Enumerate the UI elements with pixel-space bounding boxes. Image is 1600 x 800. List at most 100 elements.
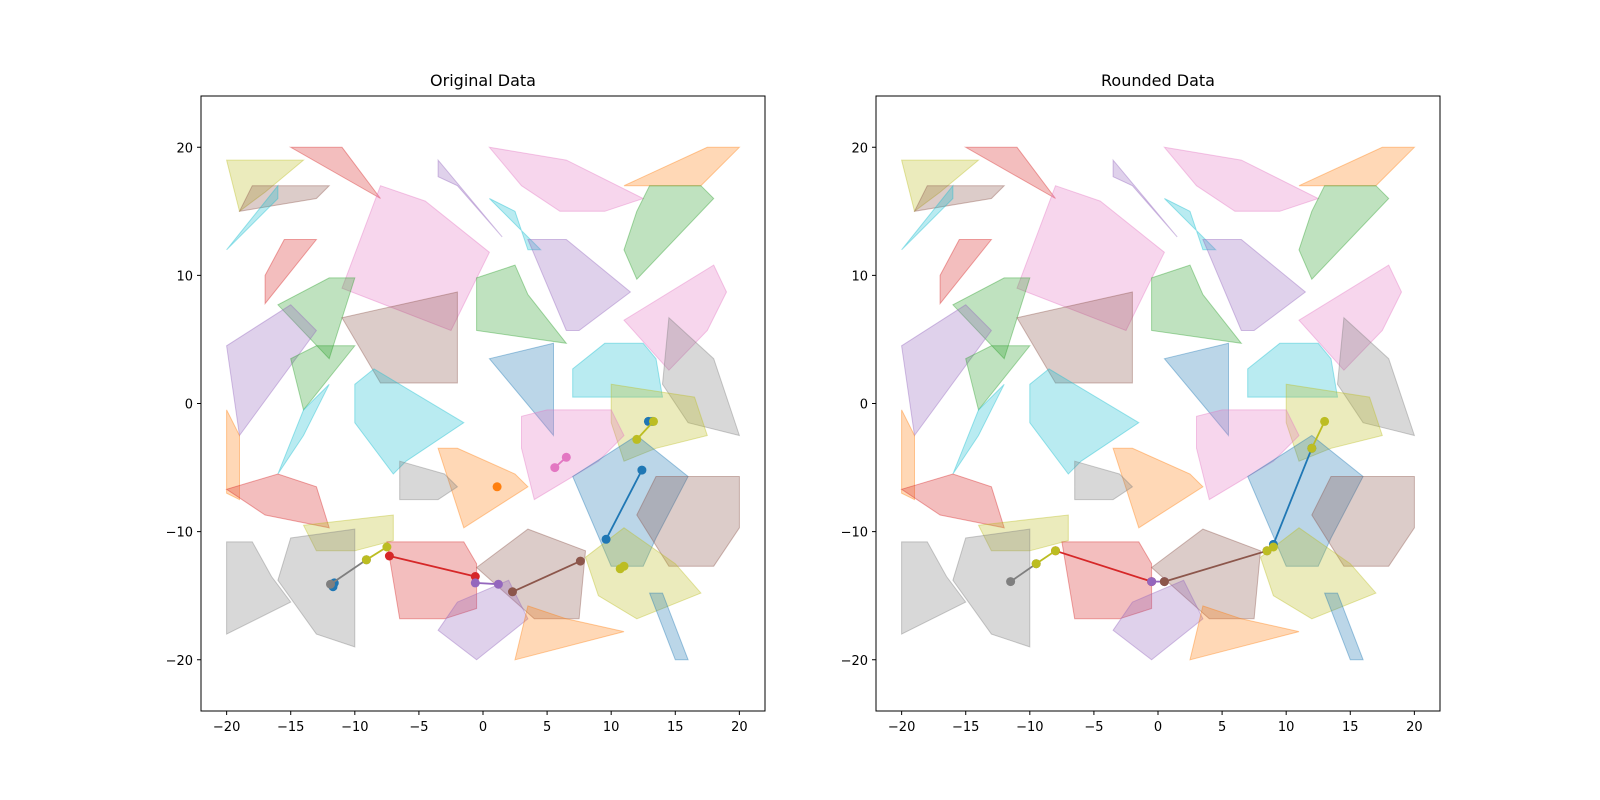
panel-original: −20 −15 −10 −5 0 5 10 15 20 −20 −10 0 10 20 Original …	[166, 71, 766, 735]
polygon-7	[1298, 146, 1416, 187]
polygon-19	[1247, 342, 1339, 398]
polygon-9	[1164, 198, 1217, 251]
polygon-3	[226, 184, 279, 251]
path-point-11-1	[649, 416, 658, 426]
path-line-0	[1272, 447, 1313, 545]
polygon-9	[489, 198, 542, 251]
path-point-6-1	[1268, 542, 1278, 552]
path-point-9-1	[382, 542, 392, 552]
y-tick-label: 10	[176, 269, 193, 284]
path-point-0-0	[601, 534, 611, 544]
chart-title-original: Original Data	[430, 71, 536, 90]
polygon-28	[900, 473, 1005, 529]
path-line-1	[1055, 549, 1152, 583]
y-tick-label: −10	[166, 526, 193, 541]
polygon-6	[488, 146, 645, 212]
polygon-18	[488, 342, 554, 437]
path-point-2-0	[1147, 577, 1157, 587]
polygon-13	[1298, 264, 1403, 371]
x-tick-label: 10	[1278, 720, 1295, 735]
polygon-8	[623, 185, 715, 281]
path-point-11-0	[632, 434, 642, 444]
path-line-6	[512, 560, 581, 593]
path-point-5-0	[470, 578, 480, 588]
polygon-31	[302, 514, 394, 552]
polygon-31	[977, 514, 1069, 552]
chart-title-rounded: Rounded Data	[1101, 71, 1215, 90]
plot-area-original	[225, 146, 741, 661]
polygon-14	[952, 277, 1031, 360]
x-tick-label: 20	[1406, 720, 1423, 735]
ticks-rounded: −20 −15 −10 −5 0 5 10 15 20 −20 −10 0 10 20	[841, 141, 1423, 735]
y-tick-label: 0	[860, 398, 868, 413]
polygon-4	[939, 239, 993, 306]
polygon-2	[238, 185, 331, 212]
path-point-3-0	[492, 482, 502, 492]
polygon-7	[623, 146, 741, 187]
path-point-5-0	[1031, 559, 1041, 569]
polygon-5	[437, 158, 503, 238]
polygon-33	[952, 528, 1031, 648]
polygon-17	[965, 345, 1031, 412]
path-line-3	[1164, 549, 1268, 583]
path-point-4-1	[470, 572, 480, 581]
x-tick-label: −10	[341, 720, 368, 735]
plot-area-rounded	[900, 146, 1416, 661]
path-point-7-1	[561, 452, 571, 462]
path-point-7-1	[1320, 416, 1330, 426]
polygon-0	[225, 159, 305, 213]
path-point-4-0	[1006, 577, 1016, 587]
polygon-38	[1189, 605, 1300, 661]
polygon-21	[1029, 368, 1140, 475]
polygon-14	[277, 277, 356, 360]
path-point-6-0	[508, 587, 517, 597]
x-tick-label: 20	[731, 720, 748, 735]
y-tick-label: −10	[841, 526, 868, 541]
ticks-original: −20 −15 −10 −5 0 5 10 15 20 −20 −10 0 10 20	[166, 141, 748, 735]
polygon-16	[341, 291, 458, 384]
path-line-4	[1010, 562, 1037, 583]
polygon-20	[661, 316, 741, 437]
polygon-25	[437, 447, 529, 529]
path-point-7-0	[1307, 443, 1317, 453]
polygon-15	[901, 304, 993, 437]
x-tick-label: −20	[213, 720, 240, 735]
path-point-9-0	[361, 555, 371, 565]
polygon-36	[1259, 527, 1377, 620]
polygon-11	[1202, 239, 1307, 331]
y-tick-label: −20	[841, 654, 868, 669]
polygon-1	[963, 146, 1056, 199]
polygon-17	[290, 345, 356, 412]
polygon-15	[226, 304, 318, 437]
y-tick-label: 20	[176, 141, 193, 156]
polygon-27	[226, 409, 240, 501]
polygon-11	[527, 239, 632, 331]
polygon-26	[1074, 460, 1134, 501]
path-point-10-1	[619, 561, 629, 571]
x-tick-label: −15	[952, 720, 979, 735]
x-tick-label: 0	[479, 720, 487, 735]
polygon-39	[648, 592, 689, 661]
polygon-22	[277, 383, 330, 475]
polygon-3	[901, 184, 954, 251]
x-tick-label: 15	[667, 720, 684, 735]
polygon-37	[1112, 579, 1204, 661]
x-tick-label: −20	[888, 720, 915, 735]
x-tick-label: −10	[1016, 720, 1043, 735]
polygon-6	[1163, 146, 1320, 212]
polygon-21	[354, 368, 465, 475]
polygon-28	[225, 473, 330, 529]
polygon-12	[1151, 264, 1243, 344]
polygon-36	[584, 527, 702, 620]
x-tick-label: −5	[1084, 720, 1103, 735]
polygon-33	[277, 528, 356, 648]
x-tick-label: 15	[1342, 720, 1359, 735]
polygon-10	[1016, 185, 1166, 332]
y-tick-label: 10	[851, 269, 868, 284]
x-tick-label: 5	[543, 720, 551, 735]
polygon-23	[1285, 383, 1383, 462]
path-line-4	[389, 555, 476, 578]
polygon-27	[901, 409, 915, 501]
